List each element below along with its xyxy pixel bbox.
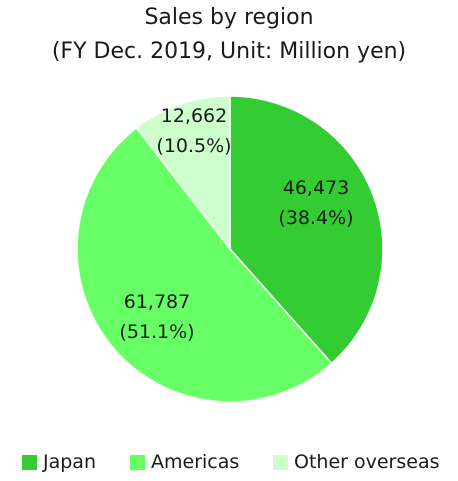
legend-swatch-japan xyxy=(22,454,37,470)
legend-item-americas: Americas xyxy=(130,448,239,476)
legend-label-japan: Japan xyxy=(43,451,96,473)
legend: Japan Americas Other overseas xyxy=(0,448,458,476)
legend-swatch-other-overseas xyxy=(273,454,288,470)
pie-slice-other-overseas xyxy=(135,95,231,252)
legend-label-americas: Americas xyxy=(151,451,240,473)
chart-subtitle: (FY Dec. 2019, Unit: Million yen) xyxy=(51,39,407,64)
data-label-other-overseas: 12,662 (10.5%) xyxy=(156,105,231,157)
legend-label-other-overseas: Other overseas xyxy=(294,451,440,473)
chart-title: Sales by region xyxy=(144,5,314,30)
legend-item-other-overseas: Other overseas xyxy=(273,448,440,476)
pie-slice-japan xyxy=(229,95,384,365)
pie-slice-americas xyxy=(76,126,333,403)
legend-swatch-americas xyxy=(130,454,145,470)
data-label-americas: 61,787 (51.1%) xyxy=(119,291,194,343)
legend-item-japan: Japan xyxy=(22,448,96,476)
data-label-japan: 46,473 (38.4%) xyxy=(278,177,353,229)
